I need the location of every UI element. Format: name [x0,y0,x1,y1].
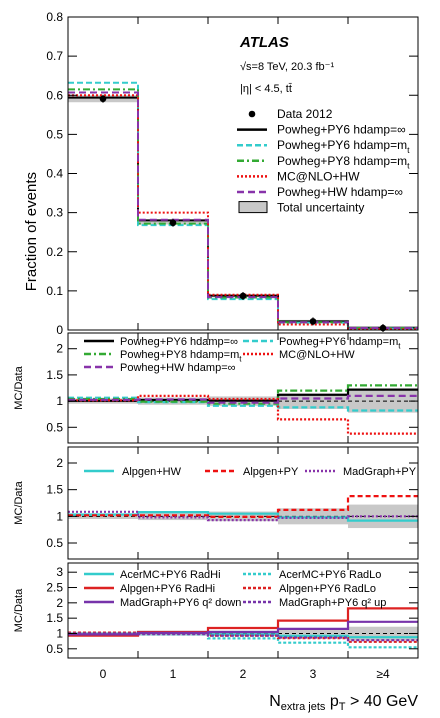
legend-label: MC@NLO+HW [277,169,360,183]
ratio1-ytick-label: 1.5 [46,368,63,382]
selection-label: |η| < 4.5, tt̄ [240,83,292,95]
ratio2-legend-label: Alpgen+PY [243,466,299,478]
ratio3-legend-label: AcerMC+PY6 RadLo [279,569,381,581]
ratio2-ratio-line [68,511,418,522]
atlas-label: ATLAS [239,34,289,51]
ratio3-frame [67,562,419,659]
ratio1-legend-label: Powheg+PY6 hdamp=∞ [120,336,238,348]
mc-hist-line [68,94,418,331]
x-tick-label: 1 [170,667,177,681]
legend-label: Powheg+PY6 hdamp=mt [277,138,410,155]
x-tick-label: 0 [100,667,107,681]
data-point [239,292,247,300]
legend-label: Powheg+PY8 hdamp=mt [277,154,410,171]
ratio1-frame [67,332,419,444]
main-ytick-label: 0.4 [46,167,63,181]
main-ytick-label: 0.2 [46,245,63,259]
data-point [169,219,177,227]
ratio2-ratio-line [68,510,418,522]
main-ytick-label: 0.8 [46,10,63,24]
x-tick-label: ≥4 [376,667,390,681]
main-ytick-label: 0.3 [46,206,63,220]
ratio3-ytick-label: 2.5 [46,581,63,595]
ratio1-ratio-line [68,394,418,404]
main-ytick-label: 0.1 [46,284,63,298]
x-tick-label: 2 [240,667,247,681]
ratio2-ytick-label: 0.5 [46,536,63,550]
ratio1-ytick-label: 2 [56,342,63,356]
ratio3-y-axis-label: MC/Data [13,588,25,632]
x-tick-label: 3 [310,667,317,681]
main-y-axis-label: Fraction of events [23,172,40,291]
ratio1-legend-label: Powheg+PY8 hdamp=mt [120,349,242,363]
energy-label: √s=8 TeV, 20.3 fb⁻¹ [240,61,334,73]
ratio3-legend-label: MadGraph+PY6 q² up [279,597,386,609]
legend-marker-data [248,110,256,118]
ratio3-ytick-label: 1 [56,626,63,640]
data-point [309,318,317,325]
ratio3-ratio-line [68,632,418,642]
ratio2-legend-label: MadGraph+PY [343,466,417,478]
ratio1-legend-label: MC@NLO+HW [279,349,355,361]
data-point [379,324,387,332]
ratio3-ytick-label: 0.5 [46,642,63,656]
ratio2-y-axis-label: MC/Data [13,480,25,524]
main-ytick-label: 0.5 [46,127,63,141]
x-axis-label: Nextra jets pT > 40 GeV [269,693,418,713]
ratio2-ytick-label: 2 [56,456,63,470]
ratio1-ytick-label: 1 [56,394,63,408]
legend-label: Powheg+HW hdamp=∞ [277,185,403,199]
ratio1-y-axis-label: MC/Data [13,365,25,409]
ratio3-ytick-label: 1.5 [46,611,63,625]
ratio2-ytick-label: 1.5 [46,483,63,497]
ratio1-ratio-line [68,394,418,435]
ratio1-ytick-label: 0.5 [46,420,63,434]
ratio2-ytick-label: 1 [56,509,63,523]
legend-label-band: Total uncertainty [277,201,364,215]
main-ytick-label: 0.7 [46,49,63,63]
ratio3-ytick-label: 3 [56,565,63,579]
main-ytick-label: 0 [56,323,63,337]
legend-label-data: Data 2012 [277,107,333,121]
ratio1-legend-label: Powheg+HW hdamp=∞ [120,362,235,374]
ratio3-legend-label: Alpgen+PY6 RadLo [279,583,376,595]
legend-swatch-band [238,201,268,214]
ratio2-frame [67,446,419,560]
legend-label: Powheg+PY6 hdamp=∞ [277,123,406,137]
data-point [99,95,107,103]
ratio3-ytick-label: 2 [56,596,63,610]
ratio1-legend-label: Powheg+PY6 hdamp=mt [279,336,401,350]
ratio3-legend-label: AcerMC+PY6 RadHi [120,569,221,581]
main-ytick-label: 0.6 [46,88,63,102]
ratio2-legend-label: Alpgen+HW [122,466,182,478]
ratio3-legend-label: MadGraph+PY6 q² down [120,597,241,609]
ratio3-legend-label: Alpgen+PY6 RadHi [120,583,215,595]
